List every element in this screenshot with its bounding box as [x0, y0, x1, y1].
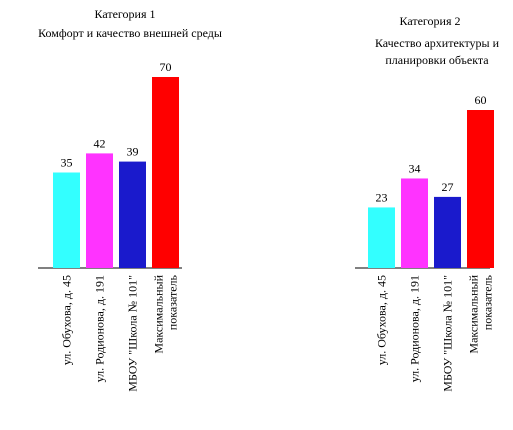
bar-3	[434, 196, 461, 268]
chart2-subtitle-line1: Качество архитектуры и	[375, 36, 500, 50]
data-label-4: 60	[475, 93, 487, 107]
data-label-2: 34	[409, 161, 421, 175]
chart1-title: Категория 1	[95, 7, 156, 21]
category-label-1: ул. Обухова, д. 45	[60, 275, 74, 365]
bar-4	[467, 110, 494, 268]
bar-2	[401, 178, 428, 268]
bar-4	[152, 77, 179, 268]
chart2: 23 ул. Обухова, д. 45 34 ул. Родионова, д. …	[355, 93, 495, 392]
category-label-4: Максимальныйпоказатель	[467, 274, 495, 353]
category-label-1: ул. Обухова, д. 45	[375, 275, 389, 365]
chart2-subtitle-line2: планировки объекта	[385, 53, 489, 67]
category-label-3: МБОУ "Школа № 101"	[441, 275, 455, 392]
data-label-4: 70	[160, 60, 172, 74]
category-label-3: МБОУ "Школа № 101"	[126, 275, 140, 392]
bar-2	[86, 153, 113, 268]
data-label-1: 35	[61, 156, 73, 170]
chart1: 35 ул. Обухова, д. 45 42 ул. Родионова, д. …	[38, 60, 182, 392]
category-label-2: ул. Родионова, д. 191	[408, 275, 422, 382]
category-label-4: Максимальныйпоказатель	[152, 274, 180, 353]
data-label-3: 27	[442, 180, 454, 194]
data-label-3: 39	[127, 145, 139, 159]
bar-1	[53, 172, 80, 268]
chart1-subtitle: Комфорт и качество внешней среды	[38, 26, 222, 40]
chart2-title: Категория 2	[400, 14, 461, 28]
bar-3	[119, 161, 146, 268]
category-label-2: ул. Родионова, д. 191	[93, 275, 107, 382]
data-label-1: 23	[376, 190, 388, 204]
bar-1	[368, 207, 395, 268]
data-label-2: 42	[94, 136, 106, 150]
